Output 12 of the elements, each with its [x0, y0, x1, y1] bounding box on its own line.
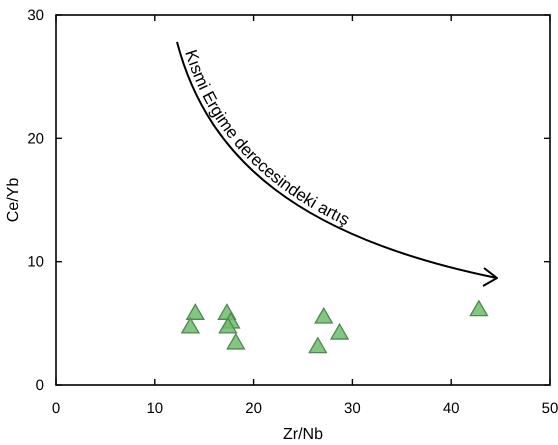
y-tick-label: 20: [27, 130, 44, 148]
x-tick-label: 30: [344, 400, 361, 417]
y-axis-title: Ce/Yb: [5, 178, 22, 222]
y-tick-label: 10: [27, 254, 44, 271]
y-tick-label: 30: [27, 7, 44, 24]
x-tick-label: 50: [542, 400, 558, 417]
x-tick-label: 20: [245, 400, 262, 417]
x-tick-label: 10: [146, 400, 164, 417]
y-tick-label: 0: [36, 377, 44, 394]
x-axis-title: Zr/Nb: [283, 426, 324, 443]
x-tick-label: 40: [442, 400, 460, 417]
x-tick-label: 0: [52, 400, 60, 417]
